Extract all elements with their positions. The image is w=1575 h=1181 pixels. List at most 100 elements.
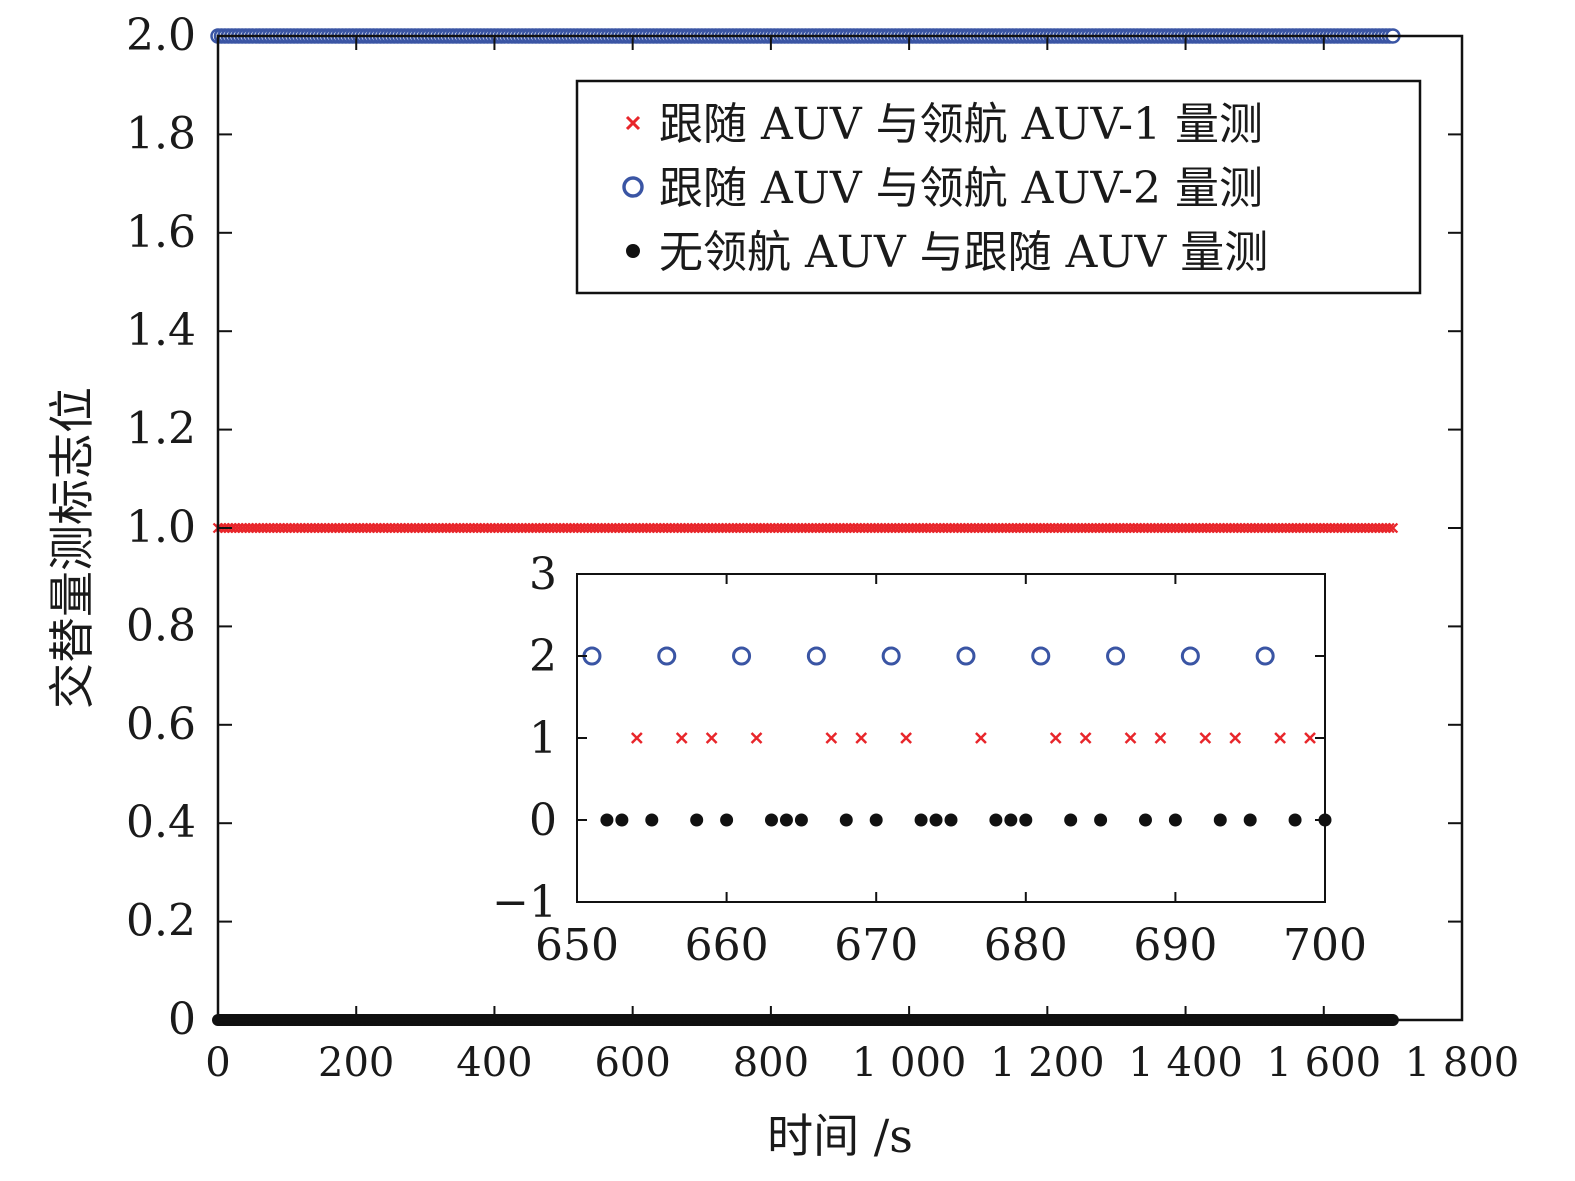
data-point [1079, 732, 1092, 744]
inset-y-tick-label: 1 [529, 713, 557, 764]
data-point [1106, 646, 1126, 666]
y-tick-label: 0.8 [126, 600, 196, 651]
data-point [1213, 813, 1227, 827]
y-tick-label: 0.4 [126, 797, 196, 848]
y-tick-label: 1.8 [126, 108, 196, 159]
data-point [720, 813, 734, 827]
inset-y-tick-label: −1 [492, 877, 557, 928]
inset-background [577, 574, 1325, 902]
data-point [615, 813, 629, 827]
data-point [1255, 646, 1275, 666]
inset-y-tick-label: 2 [529, 631, 557, 682]
data-point [630, 732, 643, 744]
inset-y-tick-label: 0 [529, 795, 557, 846]
x-tick-label: 1 800 [1405, 1040, 1520, 1086]
data-point [732, 646, 752, 666]
data-point [1229, 732, 1242, 744]
data-point [1168, 813, 1182, 827]
x-tick-label: 0 [205, 1040, 230, 1086]
data-point [944, 813, 958, 827]
inset-x-tick-label: 690 [1133, 920, 1217, 971]
data-point [1384, 522, 1395, 534]
data-point [1274, 732, 1287, 744]
data-point [600, 813, 614, 827]
x-tick-label: 1 200 [990, 1040, 1105, 1086]
legend-box [575, 79, 1422, 295]
x-tick-label: 600 [594, 1040, 670, 1086]
data-point [794, 813, 808, 827]
data-point [657, 646, 677, 666]
legend-marker [622, 176, 644, 198]
x-tick-label: 200 [318, 1040, 394, 1086]
legend-entry: 跟随 AUV 与领航 AUV-1 量测 [625, 99, 1263, 150]
data-point [914, 813, 928, 827]
y-tick-label: 0.6 [126, 699, 196, 750]
data-point [1094, 813, 1108, 827]
legend-entry: 跟随 AUV 与领航 AUV-2 量测 [622, 163, 1263, 214]
legend-entry: 无领航 AUV 与跟随 AUV 量测 [626, 227, 1268, 278]
y-tick-label: 1.2 [126, 404, 196, 455]
inset-x-tick-label: 680 [984, 920, 1068, 971]
data-point [750, 732, 763, 744]
x-tick-label: 400 [456, 1040, 532, 1086]
data-point [764, 813, 778, 827]
data-point [675, 732, 688, 744]
inset-y-tick-label: 3 [529, 549, 557, 600]
data-point [1180, 646, 1200, 666]
data-point [929, 813, 943, 827]
data-point [1124, 732, 1137, 744]
data-point [1243, 813, 1257, 827]
legend-label: 无领航 AUV 与跟随 AUV 量测 [659, 227, 1268, 278]
data-point [855, 732, 868, 744]
data-point [975, 732, 987, 744]
data-point [806, 646, 826, 666]
data-point [1031, 646, 1051, 666]
data-point [1199, 732, 1212, 744]
y-tick-label: 0.2 [126, 896, 196, 947]
main-plot: 0 200 400 600 800 1 000 1 200 1 400 1 600 1 80000… [45, 10, 1519, 1163]
inset-markers [582, 646, 1332, 827]
x-tick-label: 800 [733, 1040, 809, 1086]
y-tick-label: 0 [168, 994, 196, 1045]
data-point [1019, 813, 1033, 827]
y-tick-label: 2.0 [126, 10, 196, 61]
series-0-points [212, 522, 1399, 534]
main-axis-ticks: 0 200 400 600 800 1 000 1 200 1 400 1 600 1 80000… [126, 10, 1519, 1086]
inset-axis-ticks: 650 660 670 680 690 700 −1 0 1 2 3 [492, 549, 1367, 971]
x-axis-label: 时间 /s [767, 1109, 913, 1163]
y-tick-label: 1.0 [126, 502, 196, 553]
data-point [869, 813, 883, 827]
inset-x-tick-label: 660 [685, 920, 769, 971]
data-point [1288, 813, 1302, 827]
data-point [900, 732, 913, 744]
y-tick-label: 1.6 [126, 207, 196, 258]
inset-series-1-points [630, 732, 1316, 744]
data-point [705, 732, 718, 744]
data-point [825, 732, 838, 744]
data-point [1004, 813, 1018, 827]
legend-marker [625, 115, 641, 131]
inset-plot: 650 660 670 680 690 700 −1 0 1 2 3 [492, 549, 1367, 971]
data-point [1387, 522, 1399, 534]
data-point [1138, 813, 1152, 827]
x-tick-label: 1 400 [1128, 1040, 1243, 1086]
legend-label: 跟随 AUV 与领航 AUV-1 量测 [659, 99, 1263, 150]
data-point [690, 813, 704, 827]
inset-series-2-points [600, 813, 1332, 827]
data-point [1049, 732, 1062, 744]
y-tick-label: 1.4 [126, 305, 196, 356]
data-point [839, 813, 853, 827]
data-point [881, 646, 901, 666]
x-tick-label: 1 600 [1267, 1040, 1382, 1086]
legend-marker [626, 244, 640, 258]
inset-x-tick-label: 650 [535, 920, 619, 971]
data-point [645, 813, 659, 827]
inset-x-tick-label: 700 [1283, 920, 1367, 971]
y-axis-label: 交替量测标志位 [45, 387, 99, 709]
data-point [1154, 732, 1167, 744]
data-point [1304, 732, 1316, 744]
data-point [779, 813, 793, 827]
